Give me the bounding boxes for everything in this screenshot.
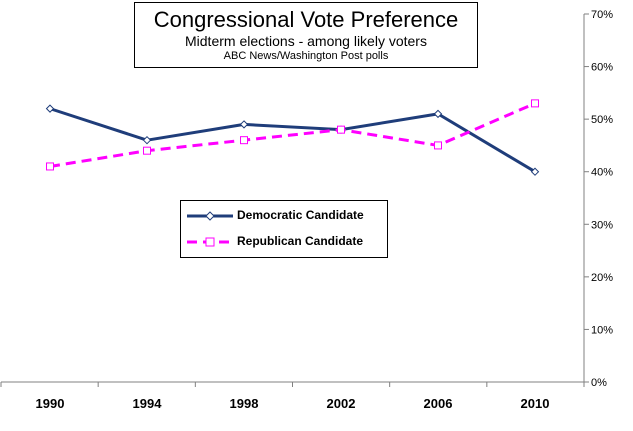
legend-item-democratic: Democratic Candidate [183, 207, 383, 225]
data-point-democratic [142, 135, 152, 145]
legend-item-republican: Republican Candidate [183, 233, 383, 251]
y-tick-label: 40% [591, 167, 613, 179]
x-tick-label: 1990 [36, 396, 65, 411]
data-point-republican [337, 125, 345, 134]
chart-legend: Democratic Candidate Republican Candidat… [180, 200, 388, 258]
y-tick-label: 60% [591, 62, 613, 74]
y-tick-label: 50% [591, 114, 613, 126]
data-point-democratic [45, 104, 55, 113]
legend-label-democratic: Democratic Candidate [237, 208, 364, 222]
data-point-democratic [530, 167, 540, 176]
legend-swatch-republican [187, 237, 233, 247]
x-tick-label: 2010 [521, 396, 550, 411]
series-layer [45, 99, 540, 176]
y-tick-label: 0% [591, 377, 607, 389]
y-tick-label: 20% [591, 272, 613, 284]
chart-subtitle: Midterm elections - among likely voters [185, 33, 427, 49]
x-tick-label: 1994 [133, 396, 163, 411]
x-tick-label: 2006 [424, 396, 453, 411]
data-point-republican [240, 136, 248, 145]
x-tick-label: 1998 [230, 396, 259, 411]
data-point-democratic [239, 120, 249, 129]
chart-source: ABC News/Washington Post polls [223, 50, 389, 62]
data-point-republican [143, 146, 151, 155]
axis-layer: 1990 1994 1998 2002 2006 2010 0% 10% 20% 30% 40% 50… [0, 9, 613, 411]
y-tick-label: 10% [591, 324, 613, 336]
legend-swatch-democratic [187, 211, 233, 221]
chart-title: Congressional Vote Preference [153, 7, 459, 32]
y-tick-label: 30% [591, 219, 613, 231]
data-point-republican [531, 99, 539, 108]
series-line-democratic [49, 107, 536, 174]
legend-label-republican: Republican Candidate [237, 234, 364, 248]
data-point-republican [46, 162, 54, 171]
y-tick-label: 70% [591, 9, 613, 21]
data-point-republican [434, 141, 442, 150]
data-point-democratic [433, 109, 443, 119]
x-tick-label: 2002 [327, 396, 356, 411]
series-line-republican [49, 101, 536, 168]
chart-title-box: Congressional Vote Preference Midterm el… [134, 2, 478, 68]
